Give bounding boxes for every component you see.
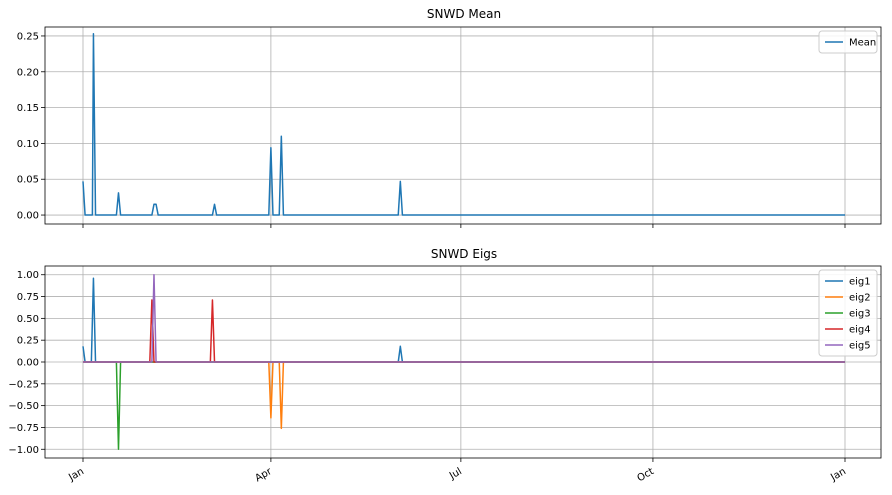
x-axis-ticks: Jan Apr Jul Oct Jan	[66, 458, 848, 484]
series-line-eig4	[83, 299, 845, 363]
y-tick-label: 0.50	[17, 314, 39, 325]
legend-label: eig2	[849, 293, 871, 304]
snwd-mean-panel: SNWD Mean 0.00 0.05 0.10 0.15 0.20 0.25 Mean	[17, 7, 882, 228]
y-tick-label: 0.25	[17, 336, 39, 347]
plot-frame	[44, 265, 882, 459]
x-axis-ticks	[82, 224, 846, 228]
chart-title: SNWD Eigs	[431, 247, 497, 261]
y-tick-label: −0.25	[8, 379, 39, 390]
y-tick-label: 0.05	[17, 175, 39, 186]
y-tick-label: −0.75	[8, 423, 39, 434]
series-line-eig2	[83, 361, 845, 430]
chart-title: SNWD Mean	[427, 7, 501, 21]
legend-label: eig3	[849, 309, 871, 320]
x-tick-label: Jan	[828, 466, 848, 484]
y-axis-ticks: −1.00 −0.75 −0.50 −0.25 0.00 0.25 0.50 0.75 1.00	[8, 270, 45, 456]
series-lines	[82, 33, 845, 216]
plot-frame	[44, 26, 882, 225]
x-tick-label: Jan	[66, 466, 86, 484]
y-tick-label: 0.10	[17, 139, 39, 150]
legend: Mean	[818, 30, 878, 54]
legend-label: eig4	[849, 325, 871, 336]
legend-box	[818, 269, 878, 357]
series-line-mean	[82, 33, 845, 216]
legend-label: eig5	[849, 341, 871, 352]
y-tick-label: 0.20	[17, 67, 39, 78]
series-lines	[82, 273, 845, 451]
x-tick-label: Jul	[447, 466, 464, 482]
y-tick-label: 0.25	[17, 31, 39, 42]
y-tick-label: 0.75	[17, 292, 39, 303]
series-line-eig1	[82, 277, 845, 363]
y-tick-label: 0.00	[17, 211, 39, 222]
x-tick-label: Oct	[635, 466, 656, 484]
y-tick-label: 0.00	[17, 358, 39, 369]
y-tick-label: −1.00	[8, 445, 39, 456]
y-tick-label: 1.00	[17, 270, 39, 281]
grid-lines	[45, 27, 881, 224]
x-tick-label: Apr	[253, 466, 274, 485]
legend-label: eig1	[849, 277, 871, 288]
legend: eig1 eig2 eig3 eig4 eig5	[818, 269, 878, 357]
legend-box	[818, 30, 878, 54]
y-tick-label: 0.15	[17, 103, 39, 114]
snwd-eigs-panel: SNWD Eigs −1.00 −0.75 −0.50 −0.25 0.00 0.25 0.…	[8, 247, 882, 484]
legend-label: Mean	[849, 38, 876, 49]
series-line-eig5	[83, 273, 845, 363]
y-tick-label: −0.50	[8, 401, 39, 412]
y-axis-ticks: 0.00 0.05 0.10 0.15 0.20 0.25	[17, 31, 45, 222]
